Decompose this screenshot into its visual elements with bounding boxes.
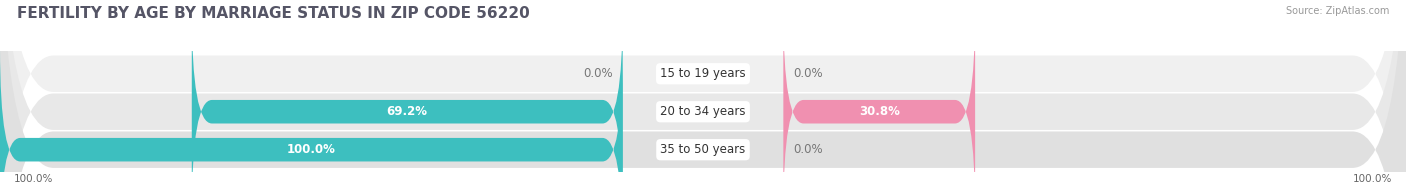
Text: 0.0%: 0.0%: [583, 67, 613, 80]
Text: 20 to 34 years: 20 to 34 years: [661, 105, 745, 118]
Text: 15 to 19 years: 15 to 19 years: [661, 67, 745, 80]
Text: 0.0%: 0.0%: [793, 143, 823, 156]
Text: Source: ZipAtlas.com: Source: ZipAtlas.com: [1285, 6, 1389, 16]
FancyBboxPatch shape: [191, 10, 623, 196]
FancyBboxPatch shape: [0, 48, 623, 196]
Text: FERTILITY BY AGE BY MARRIAGE STATUS IN ZIP CODE 56220: FERTILITY BY AGE BY MARRIAGE STATUS IN Z…: [17, 6, 530, 21]
FancyBboxPatch shape: [783, 10, 976, 196]
Text: 35 to 50 years: 35 to 50 years: [661, 143, 745, 156]
Text: 0.0%: 0.0%: [793, 67, 823, 80]
Text: 30.8%: 30.8%: [859, 105, 900, 118]
Text: 100.0%: 100.0%: [287, 143, 336, 156]
Text: 69.2%: 69.2%: [387, 105, 427, 118]
